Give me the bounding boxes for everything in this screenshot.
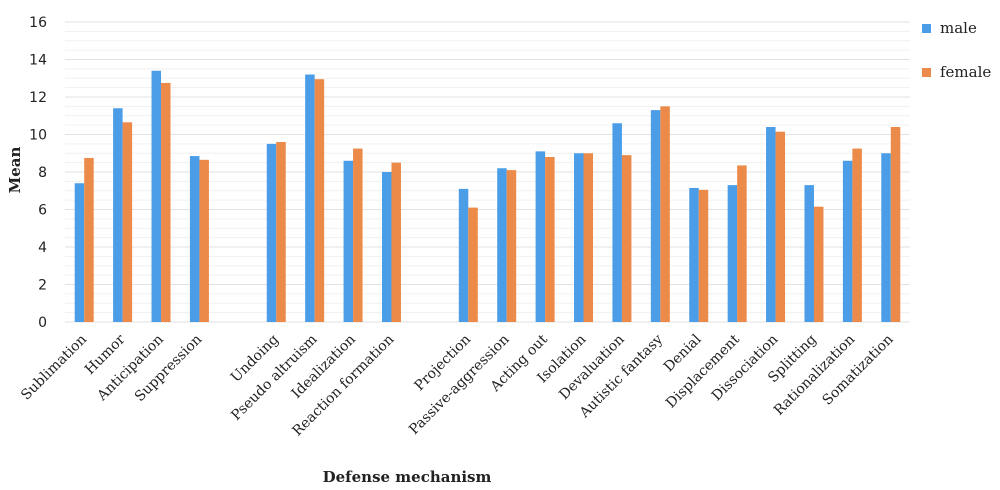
- bar-male-pseudo-altruism: [305, 74, 315, 322]
- bar-female-idealization: [353, 148, 363, 322]
- bar-male-dissociation: [766, 127, 776, 322]
- x-tick-label: Suppression: [132, 332, 205, 405]
- bar-female-acting-out: [545, 157, 555, 322]
- bar-male-idealization: [343, 160, 354, 322]
- y-tick-label: 10: [29, 128, 47, 144]
- bar-male-devaluation: [612, 123, 622, 322]
- bar-female-sublimation: [84, 157, 94, 322]
- y-tick-label: 16: [29, 15, 47, 31]
- y-tick-label: 2: [38, 278, 47, 294]
- bar-male-undoing: [266, 143, 277, 322]
- y-tick-label: 12: [29, 90, 47, 106]
- bar-female-projection: [468, 207, 478, 322]
- bar-male-splitting: [804, 185, 814, 322]
- y-axis-label: Mean: [6, 147, 24, 194]
- bar-male-somatization: [881, 153, 891, 322]
- legend-swatch-male: [922, 23, 931, 33]
- bar-male-displacement: [727, 185, 738, 322]
- bar-male-suppression: [189, 156, 200, 322]
- bar-female-autistic-fantasy: [660, 106, 670, 322]
- bar-female-devaluation: [621, 155, 632, 322]
- legend: male female: [922, 18, 991, 106]
- bar-male-acting-out: [535, 151, 546, 322]
- bar-male-isolation: [574, 153, 584, 322]
- legend-label-female: female: [940, 63, 992, 81]
- bars: [74, 70, 901, 322]
- y-tick-label: 8: [38, 165, 47, 181]
- bar-male-passive-aggression: [497, 168, 507, 322]
- x-tick-label: Somatization: [820, 332, 897, 409]
- bar-male-reaction-formation: [381, 172, 392, 322]
- bar-female-anticipation: [161, 82, 171, 322]
- x-tick-label: Anticipation: [94, 332, 167, 405]
- bar-female-dissociation: [775, 131, 786, 322]
- bar-female-humor: [122, 122, 133, 322]
- y-tick-label: 0: [38, 315, 47, 331]
- legend-swatch-female: [922, 67, 931, 77]
- x-tick-label: Sublimation: [18, 332, 90, 404]
- bar-male-denial: [689, 187, 699, 322]
- bar-female-passive-aggression: [506, 170, 517, 322]
- legend-label-male: male: [940, 19, 977, 37]
- x-axis-label: Defense mechanism: [323, 468, 492, 486]
- legend-item-female: female: [922, 62, 991, 82]
- bar-female-suppression: [199, 159, 209, 322]
- bar-male-projection: [458, 188, 469, 322]
- bar-male-sublimation: [74, 183, 85, 322]
- bar-female-reaction-formation: [391, 162, 401, 322]
- bar-female-undoing: [276, 142, 286, 322]
- bar-female-pseudo-altruism: [314, 79, 325, 322]
- bar-male-humor: [113, 108, 123, 322]
- bar-male-anticipation: [151, 70, 162, 322]
- bar-female-isolation: [583, 153, 594, 322]
- bar-male-rationalization: [842, 160, 853, 322]
- y-tick-label: 14: [29, 53, 47, 69]
- y-tick-label: 4: [38, 240, 47, 256]
- bar-female-splitting: [813, 206, 824, 322]
- bar-female-denial: [698, 189, 709, 322]
- bar-male-autistic-fantasy: [650, 110, 661, 322]
- bar-female-somatization: [890, 127, 901, 322]
- y-tick-labels: 0 2 4 6 8 10 12 14 16: [29, 15, 47, 331]
- bar-female-rationalization: [852, 148, 862, 322]
- y-tick-label: 6: [38, 203, 47, 219]
- bar-female-displacement: [737, 165, 747, 322]
- legend-item-male: male: [922, 18, 991, 38]
